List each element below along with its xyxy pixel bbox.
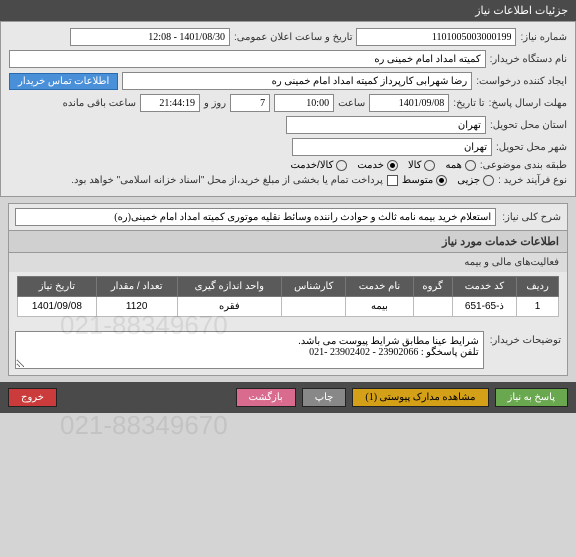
- process-note: پرداخت تمام یا بخشی از مبلغ خرید،از محل …: [71, 175, 383, 186]
- form-area: شماره نیاز: تاریخ و ساعت اعلان عمومی: نا…: [0, 21, 576, 197]
- remain-time-input[interactable]: [140, 94, 200, 112]
- button-bar: پاسخ به نیاز مشاهده مدارک پیوستی (1) چاپ…: [0, 382, 576, 413]
- cell-group: [413, 297, 452, 317]
- cell-date: 1401/09/08: [18, 297, 97, 317]
- col-code: کد خدمت: [452, 277, 516, 297]
- table-header-row: ردیف کد خدمت گروه نام خدمت کارشناس واحد …: [18, 277, 559, 297]
- buyer-input[interactable]: [9, 50, 486, 68]
- activities-label: فعالیت‌های مالی و بیمه: [9, 253, 567, 272]
- col-name: نام خدمت: [346, 277, 413, 297]
- category-label: طبقه بندی موضوعی:: [480, 160, 567, 171]
- radio-all[interactable]: همه: [445, 160, 475, 171]
- col-row: ردیف: [517, 277, 559, 297]
- col-qty: تعداد / مقدار: [96, 277, 177, 297]
- services-table: ردیف کد خدمت گروه نام خدمت کارشناس واحد …: [17, 276, 559, 317]
- subject-input[interactable]: [15, 208, 496, 226]
- city-label: شهر محل تحویل:: [496, 142, 567, 153]
- services-title: اطلاعات خدمات مورد نیاز: [9, 230, 567, 253]
- process-label: نوع فرآیند خرید :: [498, 175, 567, 186]
- announce-input[interactable]: [70, 28, 230, 46]
- announce-label: تاریخ و ساعت اعلان عمومی:: [234, 32, 353, 43]
- print-button[interactable]: چاپ: [302, 388, 347, 407]
- remain-label: ساعت باقی مانده: [63, 98, 136, 109]
- main-section: شرح کلی نیاز: اطلاعات خدمات مورد نیاز فع…: [8, 203, 568, 376]
- deadline-label: مهلت ارسال پاسخ:: [489, 98, 567, 109]
- day-label: روز و: [204, 98, 226, 109]
- province-label: استان محل تحویل:: [490, 120, 567, 131]
- reply-button[interactable]: پاسخ به نیاز: [495, 388, 569, 407]
- col-group: گروه: [413, 277, 452, 297]
- radio-small[interactable]: جزیی: [457, 175, 494, 186]
- watermark: 021-88349670: [60, 410, 228, 441]
- radio-goods[interactable]: کالا: [408, 160, 436, 171]
- table-row[interactable]: 1 ذ-65-651 بیمه فقره 1120 1401/09/08: [18, 297, 559, 317]
- exit-button[interactable]: خروج: [8, 388, 57, 407]
- radio-both[interactable]: کالا/خدمت: [290, 160, 347, 171]
- radio-service[interactable]: خدمت: [357, 160, 398, 171]
- contact-info-button[interactable]: اطلاعات تماس خریدار: [9, 73, 118, 90]
- cell-code: ذ-65-651: [452, 297, 516, 317]
- requester-input[interactable]: [122, 72, 472, 90]
- desc-label: توضیحات خریدار:: [490, 331, 561, 346]
- need-no-label: شماره نیاز:: [520, 32, 567, 43]
- cell-qty: 1120: [96, 297, 177, 317]
- buyer-label: نام دستگاه خریدار:: [490, 54, 567, 65]
- back-button[interactable]: بازگشت: [236, 388, 296, 407]
- process-radio-group: جزیی متوسط: [402, 175, 494, 186]
- category-radio-group: همه کالا خدمت کالا/خدمت: [290, 160, 475, 171]
- cell-name: بیمه: [346, 297, 413, 317]
- cell-row: 1: [517, 297, 559, 317]
- need-no-input[interactable]: [356, 28, 516, 46]
- attachments-button[interactable]: مشاهده مدارک پیوستی (1): [352, 388, 488, 407]
- radio-medium[interactable]: متوسط: [402, 175, 447, 186]
- col-expert: کارشناس: [282, 277, 346, 297]
- cell-unit: فقره: [177, 297, 281, 317]
- treasury-checkbox[interactable]: [387, 175, 398, 186]
- province-input[interactable]: [286, 116, 486, 134]
- deadline-time-input[interactable]: [274, 94, 334, 112]
- col-date: تاریخ نیاز: [18, 277, 97, 297]
- header-title: جزئیات اطلاعات نیاز: [475, 5, 568, 17]
- city-input[interactable]: [292, 138, 492, 156]
- cell-expert: [282, 297, 346, 317]
- requester-label: ایجاد کننده درخواست:: [476, 76, 567, 87]
- days-input[interactable]: [230, 94, 270, 112]
- deadline-date-input[interactable]: [369, 94, 449, 112]
- desc-textarea[interactable]: [15, 331, 484, 369]
- time-label-1: ساعت: [338, 98, 365, 109]
- panel-header: جزئیات اطلاعات نیاز: [0, 0, 576, 21]
- until-label: تا تاریخ:: [453, 98, 484, 109]
- subject-label: شرح کلی نیاز:: [502, 212, 561, 223]
- col-unit: واحد اندازه گیری: [177, 277, 281, 297]
